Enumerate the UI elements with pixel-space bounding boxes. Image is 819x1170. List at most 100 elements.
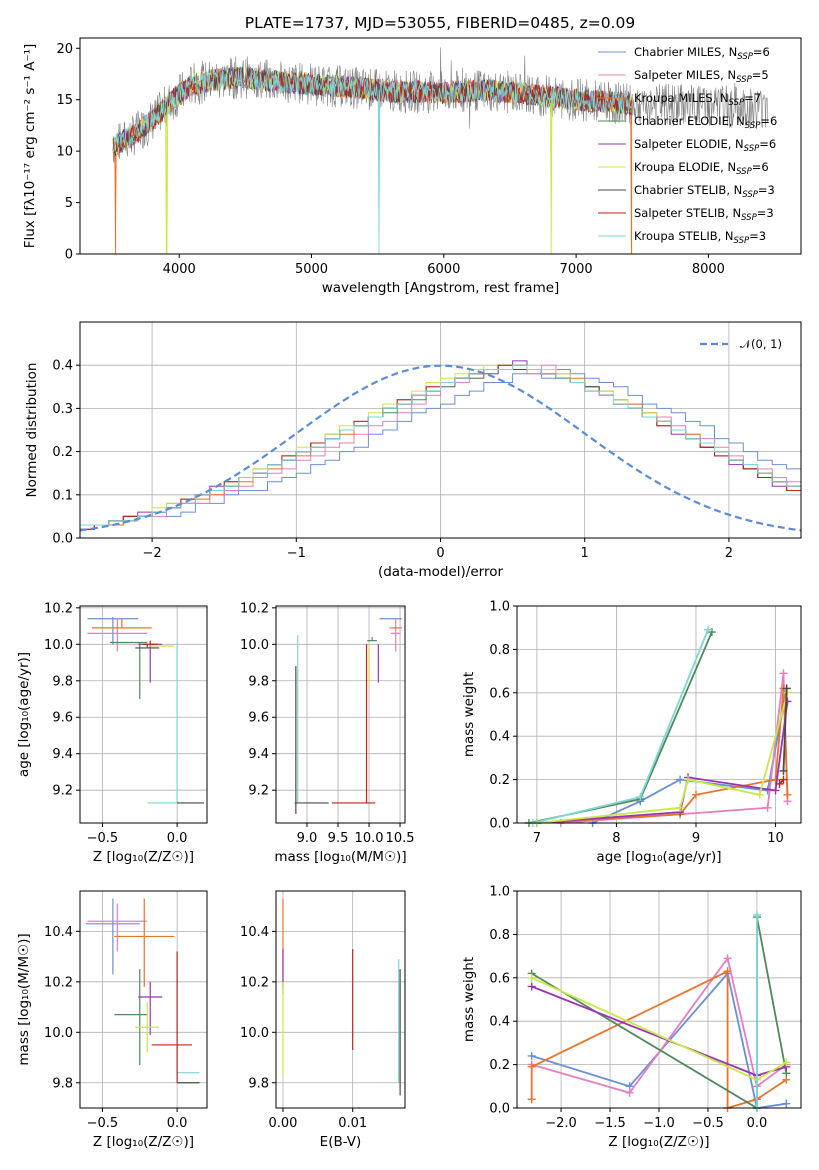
x-tick-label: 0.0 [167, 831, 188, 846]
x-tick-label: 9 [692, 831, 700, 846]
y-tick-label: 0.2 [489, 1058, 510, 1073]
weight-vs-Z-panel: −2.0 −1.5 −1.0 −0.5 0.0 0.0 0.2 0.4 0.6 0.8 1.0 Z [… [461, 885, 802, 1150]
x-tick-label: −2 [143, 546, 162, 561]
x-tick-label: 9.0 [297, 831, 318, 846]
y-tick-label: 9.8 [248, 674, 269, 689]
legend-label-main: Salpeter ELODIE, N [634, 137, 744, 151]
errorbar-point [138, 981, 163, 1035]
x-axis-label: age [log₁₀(age/yr)] [596, 849, 721, 865]
errorbar-point [87, 616, 139, 645]
legend-label-tail: =6 [752, 160, 769, 174]
legend-label: Kroupa STELIB, NSSP=3 [634, 229, 766, 246]
legend-label: Chabrier STELIB, NSSP=3 [634, 183, 775, 200]
weight-point-marker [782, 1099, 791, 1108]
x-tick-label: −2.0 [545, 1116, 577, 1131]
errorbar-point [135, 1002, 160, 1053]
x-tick-label: 0 [436, 546, 444, 561]
weight-point-marker [771, 775, 780, 784]
weight-series-line [530, 969, 787, 1110]
x-tick-label: 9.5 [328, 831, 349, 846]
legend-label-tail: =6 [759, 137, 776, 151]
y-tick-label: 9.8 [52, 1076, 73, 1091]
y-tick-label: 9.2 [248, 784, 269, 799]
legend-label-tail: =7 [744, 91, 761, 105]
legend-label-tail: =3 [749, 229, 766, 243]
legend-label-sub: SSP [744, 144, 760, 154]
y-tick-label: 0.3 [52, 402, 73, 417]
errorbar-point [91, 618, 152, 629]
weight-point-marker [703, 625, 712, 634]
legend-label: Chabrier ELODIE, NSSP=6 [634, 114, 777, 131]
legend-label-main: Kroupa STELIB, N [634, 229, 734, 243]
legend-label-sub: SSP [745, 121, 761, 131]
weight-series-line [560, 673, 789, 824]
legend-label-sub: SSP [741, 213, 757, 223]
weight-point-marker [723, 967, 732, 976]
y-tick-label: 9.4 [52, 747, 73, 762]
weight-point-marker [763, 803, 772, 812]
x-tick-label: 8000 [692, 262, 725, 277]
errorbar-point [390, 618, 401, 652]
errorbar-point [367, 637, 378, 642]
y-tick-label: 0 [65, 248, 73, 263]
y-tick-label: 9.4 [248, 747, 269, 762]
x-tick-label: 8 [612, 831, 620, 846]
y-axis-label: age [log₁₀(age/yr)] [16, 652, 32, 777]
axes-frame [275, 890, 406, 1109]
y-tick-label: 0.0 [52, 532, 73, 547]
x-tick-label: 0.0 [167, 1116, 188, 1131]
y-tick-label: 9.8 [248, 1076, 269, 1091]
weight-point-marker [779, 766, 788, 775]
mass-vs-Z-panel: −0.5 0.0 9.8 10.0 10.2 10.4 Z [log₁₀(Z/Z☉)] mas… [16, 890, 208, 1150]
legend-label: Salpeter MILES, NSSP=5 [634, 68, 769, 85]
x-axis-label: Z [log₁₀(Z/Z☉)] [93, 1134, 194, 1150]
y-tick-label: 0.2 [489, 773, 510, 788]
y-tick-label: 0.8 [489, 928, 510, 943]
legend-label-sub: SSP [742, 190, 758, 200]
x-axis-label: wavelength [Angstrom, rest frame] [322, 280, 560, 296]
histogram-plot [80, 360, 801, 532]
legend-label-main: Salpeter MILES, N [634, 68, 736, 82]
weight-series-line [782, 688, 788, 771]
weight-point-marker [775, 779, 784, 788]
legend-label-main: Kroupa ELODIE, N [634, 160, 736, 174]
y-axis-label: mass weight [461, 672, 477, 757]
y-tick-label: 0.0 [489, 817, 510, 832]
y-tick-label: 5 [65, 196, 73, 211]
x-tick-label: −1.5 [594, 1116, 626, 1131]
axes-frame [79, 605, 208, 824]
y-tick-label: 9.6 [248, 711, 269, 726]
legend-label: Salpeter ELODIE, NSSP=6 [634, 137, 776, 154]
x-tick-label: 1 [581, 546, 589, 561]
y-tick-label: 0.6 [489, 971, 510, 986]
y-tick-label: 15 [56, 93, 73, 108]
legend-label-tail: =5 [752, 68, 769, 82]
y-tick-label: 0.1 [52, 488, 73, 503]
legend-label: Kroupa ELODIE, NSSP=6 [634, 160, 769, 177]
axes-frame [79, 37, 802, 255]
y-axis-label: mass [log₁₀(M/M☉)] [16, 933, 32, 1065]
x-tick-label: −1.0 [643, 1116, 675, 1131]
axes-frame [79, 890, 208, 1109]
errorbar-point [138, 643, 163, 683]
x-tick-label: 7 [533, 831, 541, 846]
y-tick-label: 9.6 [52, 711, 73, 726]
legend-label-sub: SSP [736, 167, 752, 177]
y-axis-label: Normed distribution [24, 363, 40, 498]
axes-frame [275, 605, 406, 824]
weight-point-marker [771, 786, 780, 795]
weight-point-marker [755, 790, 764, 799]
legend-label-tail: =3 [757, 206, 774, 220]
errorbar-point [114, 898, 175, 987]
legend-label-main: Chabrier MILES, N [634, 45, 737, 59]
weight-point-marker [636, 792, 645, 801]
y-tick-label: 10 [56, 145, 73, 160]
weight-point-marker [782, 1058, 791, 1067]
legend-label: 𝒩(0, 1) [740, 337, 782, 351]
age-vs-Z-panel: −0.5 0.0 9.2 9.4 9.6 9.8 10.0 10.2 Z [log₁₀(Z/Z☉… [16, 601, 208, 865]
x-tick-label: −1 [287, 546, 306, 561]
x-axis-label: mass [log₁₀(M/M☉)] [274, 849, 406, 865]
model-spectrum-line [112, 66, 632, 254]
